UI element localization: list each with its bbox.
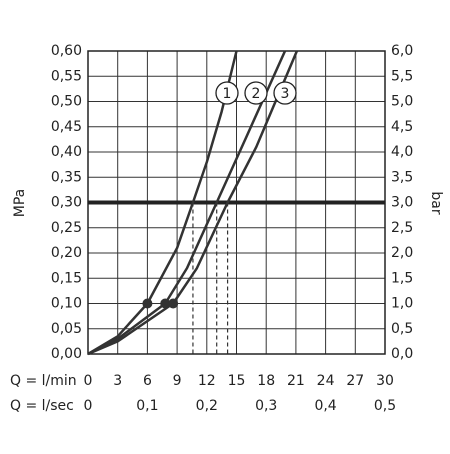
- x2-axis-label: Q = l/sec: [10, 398, 74, 414]
- x-tick-label: 12: [198, 373, 216, 389]
- legend-badge: [244, 81, 268, 105]
- legend-label: 1: [223, 86, 232, 102]
- y-tick-label: 0,55: [51, 68, 82, 84]
- y-tick-label: 0,25: [51, 220, 82, 236]
- x-tick-label: 30: [376, 373, 394, 389]
- y2-tick-label: 5,0: [391, 94, 413, 110]
- operating-point: [168, 298, 179, 309]
- y-tick-label: 0,30: [51, 195, 82, 211]
- y2-tick-label: 4,5: [391, 119, 413, 135]
- y-tick-label: 0,05: [51, 321, 82, 337]
- legend-badge: [215, 81, 239, 105]
- y2-tick-label: 1,0: [391, 296, 413, 312]
- x-tick-label: 27: [346, 373, 364, 389]
- y2-tick-label: 4,0: [391, 144, 413, 160]
- y2-tick-label: 2,5: [391, 220, 413, 236]
- x2-tick-label: 0,3: [255, 398, 277, 414]
- legend-badge: [273, 81, 297, 105]
- curve: [87, 50, 287, 356]
- legend-label: 3: [281, 86, 290, 102]
- y-tick-label: 0,35: [51, 169, 82, 185]
- y-tick-label: 0,00: [51, 346, 82, 362]
- y-tick-label: 0,50: [51, 94, 82, 110]
- y2-tick-label: 1,5: [391, 270, 413, 286]
- x2-tick-label: 0,2: [196, 398, 218, 414]
- x-tick-label: 21: [287, 373, 305, 389]
- x-axis-label: Q = l/min: [10, 373, 77, 389]
- legend-label: 2: [252, 86, 261, 102]
- y-tick-label: 0,10: [51, 296, 82, 312]
- y-axis-label: MPa: [12, 189, 28, 217]
- x2-tick-label: 0,5: [374, 398, 396, 414]
- y2-tick-label: 0,5: [391, 321, 413, 337]
- x-tick-label: 15: [228, 373, 246, 389]
- y2-tick-label: 6,0: [391, 43, 413, 59]
- y2-tick-label: 3,0: [391, 195, 413, 211]
- x-tick-label: 18: [257, 373, 275, 389]
- y2-tick-label: 3,5: [391, 169, 413, 185]
- y2-tick-label: 2,0: [391, 245, 413, 261]
- curve: [87, 50, 238, 356]
- y-tick-label: 0,20: [51, 245, 82, 261]
- operating-point: [142, 298, 153, 309]
- y-tick-label: 0,40: [51, 144, 82, 160]
- y-tick-label: 0,15: [51, 270, 82, 286]
- x-tick-label: 0: [84, 373, 93, 389]
- x-tick-label: 9: [173, 373, 182, 389]
- x-tick-label: 3: [113, 373, 122, 389]
- curve: [87, 50, 299, 356]
- y2-tick-label: 0,0: [391, 346, 413, 362]
- x2-tick-label: 0,1: [136, 398, 158, 414]
- x2-tick-label: 0,4: [314, 398, 336, 414]
- y-tick-label: 0,45: [51, 119, 82, 135]
- x2-tick-label: 0: [84, 398, 93, 414]
- y2-tick-label: 5,5: [391, 68, 413, 84]
- x-tick-label: 6: [143, 373, 152, 389]
- y-tick-label: 0,60: [51, 43, 82, 59]
- x-tick-label: 24: [317, 373, 335, 389]
- y2-axis-label: bar: [428, 191, 444, 214]
